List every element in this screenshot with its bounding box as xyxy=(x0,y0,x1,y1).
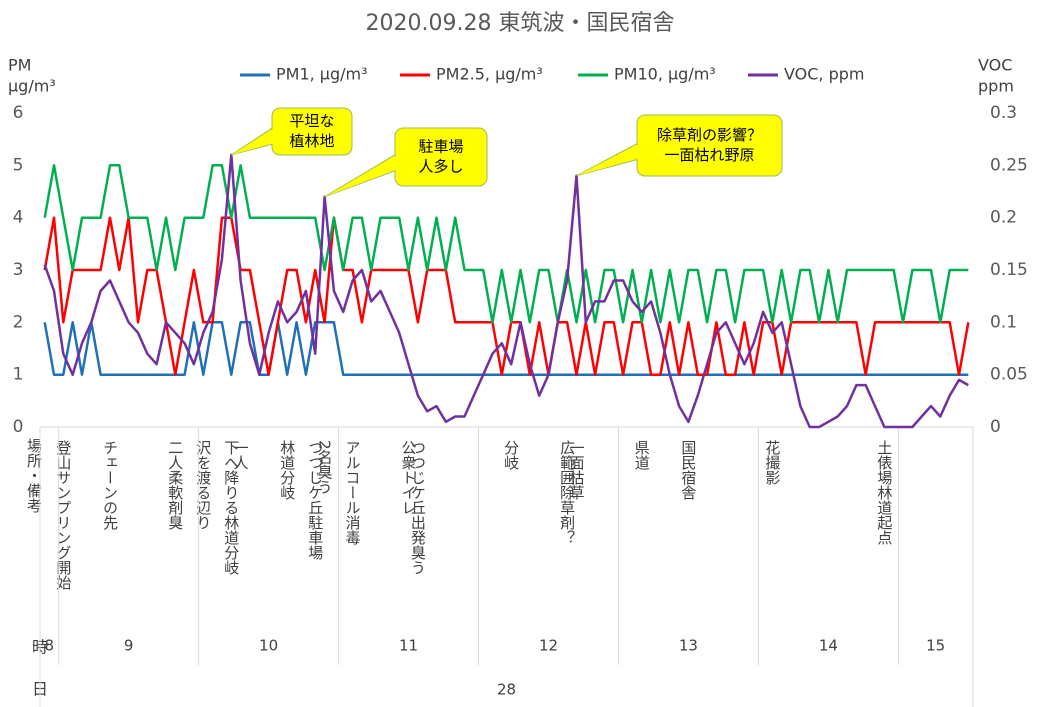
note-label: 広範囲除草剤？ xyxy=(558,440,576,545)
legend-label: PM1, μg/m³ xyxy=(276,65,368,84)
series-line xyxy=(43,216,970,376)
y2-axis-title: VOC xyxy=(978,56,1012,75)
y-tick-label: 6 xyxy=(13,103,24,123)
hour-label: 11 xyxy=(399,637,418,655)
note-label: 一面枯草 xyxy=(567,440,585,500)
hour-label: 12 xyxy=(539,637,558,655)
note-label: 土俵場林道起点 xyxy=(875,440,893,545)
note-label: 下へ降りる林道分岐 xyxy=(222,440,240,575)
note-label: 2名臭う xyxy=(316,440,334,495)
y2-tick-label: 0.25 xyxy=(990,155,1028,175)
y2-tick-label: 0.3 xyxy=(990,103,1017,123)
note-label: アルコール消毒 xyxy=(344,440,362,545)
chart-title: 2020.09.28 東筑波・国民宿舎 xyxy=(366,11,675,36)
y-tick-label: 1 xyxy=(13,365,24,385)
y-axis-title: PM xyxy=(8,56,31,75)
hour-label: 14 xyxy=(819,637,838,655)
day-label: 28 xyxy=(497,681,516,699)
callout-text: 平坦な xyxy=(289,112,334,130)
y-axis-title: μg/m³ xyxy=(8,77,56,96)
note-label: 一人 xyxy=(232,440,250,470)
y2-tick-label: 0.15 xyxy=(990,260,1028,280)
callout-text: 植林地 xyxy=(289,132,334,150)
hour-label: 8 xyxy=(45,637,55,655)
hour-label: 9 xyxy=(124,637,134,655)
note-label: 県道 xyxy=(633,440,651,470)
hour-label: 10 xyxy=(259,637,278,655)
y2-tick-label: 0.1 xyxy=(990,312,1017,332)
legend-label: PM2.5, μg/m³ xyxy=(436,65,543,84)
note-label: つつじケ丘駐車場 xyxy=(306,440,324,560)
y2-tick-label: 0 xyxy=(990,417,1001,437)
y2-axis-title: ppm xyxy=(978,77,1014,96)
note-label: 分岐 xyxy=(502,440,520,470)
callout-text: 駐車場 xyxy=(418,138,463,156)
note-label: 国民宿舎 xyxy=(679,440,697,500)
hour-label: 13 xyxy=(679,637,698,655)
hour-label: 15 xyxy=(926,637,945,655)
series-line xyxy=(43,164,969,324)
note-label: 沢を渡る辺り xyxy=(194,440,212,530)
callout-text: 一面枯れ野原 xyxy=(664,146,754,164)
callout-pointer-fill xyxy=(231,129,273,155)
note-label: 登山サンプリング開始 xyxy=(54,440,72,590)
note-label: 林道分岐 xyxy=(278,440,296,500)
y-tick-label: 2 xyxy=(13,312,24,332)
series-line xyxy=(43,153,969,429)
y-tick-label: 4 xyxy=(13,208,24,228)
y2-tick-label: 0.2 xyxy=(990,208,1017,228)
y-tick-label: 3 xyxy=(13,260,24,280)
callout-text: 除草剤の影響？ xyxy=(657,126,762,144)
note-label: チェーンの先 xyxy=(101,440,119,531)
y-tick-label: 0 xyxy=(13,417,24,437)
callout-text: 人多し xyxy=(418,158,463,176)
notes-header: 場所・備考 xyxy=(25,438,43,513)
callout-pointer-fill xyxy=(576,144,638,176)
note-label: 花撮影 xyxy=(763,440,781,485)
legend-label: PM10, μg/m³ xyxy=(614,65,716,84)
y-tick-label: 5 xyxy=(13,155,24,175)
y2-tick-label: 0.05 xyxy=(990,365,1028,385)
note-label: 二人柔軟剤臭 xyxy=(166,440,184,530)
legend-label: VOC, ppm xyxy=(784,65,865,84)
callout-pointer-fill xyxy=(324,155,396,197)
callout-pointer xyxy=(324,153,396,198)
note-label: つつじケ丘出発臭う xyxy=(409,440,427,575)
note-label: 公衆トイレ xyxy=(400,440,418,515)
